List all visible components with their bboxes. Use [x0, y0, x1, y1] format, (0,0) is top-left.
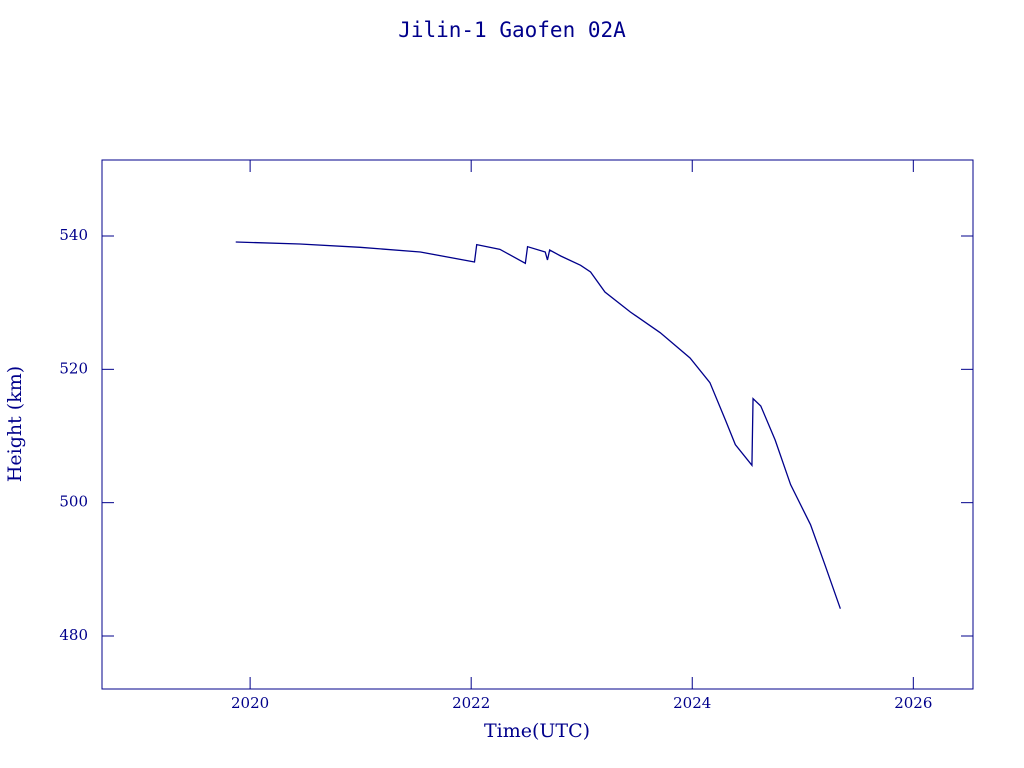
y-axis-label: Height (km): [4, 366, 26, 482]
data-line: [235, 241, 841, 609]
y-tick-label: 480: [59, 626, 88, 644]
x-tick-label: 2020: [231, 694, 269, 712]
x-axis-label: Time(UTC): [484, 720, 590, 742]
y-tick-label: 500: [59, 493, 88, 511]
y-tick-label: 520: [59, 359, 88, 377]
x-tick-label: 2024: [673, 694, 711, 712]
x-tick-label: 2026: [894, 694, 932, 712]
x-tick-label: 2022: [452, 694, 490, 712]
plot-frame: [101, 159, 974, 690]
y-tick-label: 540: [59, 226, 88, 244]
chart-title: Jilin-1 Gaofen 02A: [398, 18, 626, 42]
